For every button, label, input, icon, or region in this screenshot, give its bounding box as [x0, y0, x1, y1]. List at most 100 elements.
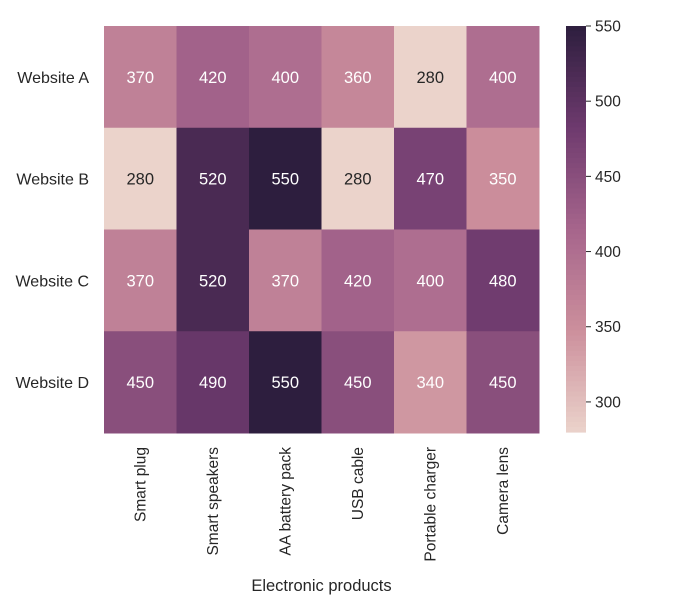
colorbar-segment	[566, 391, 586, 398]
colorbar-segment	[566, 229, 586, 235]
colorbar-segment	[566, 203, 586, 210]
colorbar-segment	[566, 132, 586, 139]
cell-value-label: 450	[126, 374, 154, 392]
column-label: Smart plug	[132, 447, 149, 522]
cell-value-label: 420	[199, 69, 227, 87]
colorbar-tick-label: 450	[595, 169, 621, 186]
colorbar-segment	[566, 147, 586, 154]
cell-value-label: 490	[199, 374, 227, 392]
colorbar-segment	[566, 117, 586, 124]
heatmap-cell	[321, 331, 395, 434]
heatmap-cell-labels: 370 420 400 360 280 400 280 520 550 280 470 350 370 5…	[126, 69, 516, 392]
colorbar-segment	[566, 193, 586, 200]
heatmap-cell	[394, 331, 467, 434]
colorbar-segment	[566, 396, 586, 403]
colorbar-segment	[566, 386, 586, 392]
cell-value-label: 420	[344, 272, 372, 290]
colorbar-segment	[566, 259, 586, 266]
cell-value-label: 400	[416, 272, 444, 290]
colorbar-segment	[566, 213, 586, 220]
colorbar-segment	[566, 91, 586, 98]
cell-value-label: 280	[126, 171, 154, 189]
heatmap-cell	[104, 331, 177, 434]
colorbar-segment	[566, 26, 586, 32]
colorbar-segment	[566, 107, 586, 113]
colorbar-segment	[566, 41, 586, 47]
cell-value-label: 370	[126, 272, 154, 290]
colorbar-segment	[566, 264, 586, 271]
cell-value-label: 360	[344, 69, 372, 87]
colorbar-segment	[566, 335, 586, 342]
colorbar-segment	[566, 421, 586, 428]
cell-value-label: 280	[344, 171, 372, 189]
colorbar-segment	[566, 46, 586, 52]
heatmap-cell	[176, 331, 250, 434]
heatmap-cell	[321, 229, 395, 332]
colorbar-segment	[566, 254, 586, 261]
colorbar-segment	[566, 350, 586, 357]
colorbar-segment	[566, 371, 586, 377]
colorbar-segment	[566, 223, 586, 230]
colorbar-segment	[566, 178, 586, 184]
colorbar-segment	[566, 300, 586, 306]
colorbar-segment	[566, 76, 586, 83]
colorbar-segment	[566, 325, 586, 332]
colorbar-segment	[566, 340, 586, 347]
cell-value-label: 520	[199, 171, 227, 189]
colorbar-segment	[566, 142, 586, 149]
colorbar-segment	[566, 360, 586, 367]
heatmap-cell	[321, 26, 395, 129]
colorbar-segment	[566, 320, 586, 327]
colorbar-segment	[566, 249, 586, 255]
cell-value-label: 550	[271, 374, 299, 392]
heatmap-cell	[466, 229, 540, 332]
cell-value-label: 280	[416, 69, 444, 87]
colorbar-segment	[566, 168, 586, 174]
colorbar-segment	[566, 355, 586, 362]
colorbar-segment	[566, 122, 586, 129]
colorbar-segment	[566, 381, 586, 387]
heatmap-cell	[176, 26, 250, 129]
heatmap-cell	[249, 26, 322, 129]
row-label: Website A	[17, 70, 89, 87]
heatmap-cell	[104, 229, 177, 332]
cell-value-label: 520	[199, 272, 227, 290]
cell-value-label: 400	[489, 69, 517, 87]
colorbar-segment	[566, 244, 586, 250]
heatmap-cells	[104, 26, 540, 434]
row-label: Website D	[15, 375, 89, 392]
cell-value-label: 370	[271, 272, 299, 290]
colorbar-segment	[566, 198, 586, 205]
colorbar-segment	[566, 411, 586, 418]
colorbar-segment	[566, 305, 586, 311]
colorbar-segment	[566, 66, 586, 73]
colorbar-segment	[566, 112, 586, 118]
colorbar-segment	[566, 376, 586, 382]
column-label: Camera lens	[495, 447, 512, 535]
colorbar-segment	[566, 416, 586, 423]
heatmap-cell	[466, 26, 540, 129]
colorbar-segment	[566, 86, 586, 93]
cell-value-label: 450	[344, 374, 372, 392]
heatmap-cell	[466, 127, 540, 230]
column-label: USB cable	[350, 447, 367, 520]
heatmap-cell	[394, 127, 467, 230]
colorbar-segment	[566, 102, 586, 108]
heatmap-cell	[104, 127, 177, 230]
heatmap-cell	[394, 229, 467, 332]
colorbar-segment	[566, 239, 586, 245]
colorbar-segment	[566, 406, 586, 413]
colorbar-segment	[566, 61, 586, 68]
colorbar-segment	[566, 315, 586, 321]
column-labels: Smart plug Smart speakers AA battery pack U…	[132, 447, 512, 562]
colorbar-segment	[566, 234, 586, 240]
colorbar-segment	[566, 97, 586, 103]
colorbar-tick-label: 400	[595, 244, 621, 261]
colorbar-segment	[566, 157, 586, 164]
colorbar-segment	[566, 183, 586, 189]
row-labels: Website A Website B Website C Website D	[15, 70, 89, 392]
column-label: Portable charger	[422, 447, 439, 562]
colorbar-segment	[566, 152, 586, 159]
colorbar-segment	[566, 163, 586, 169]
